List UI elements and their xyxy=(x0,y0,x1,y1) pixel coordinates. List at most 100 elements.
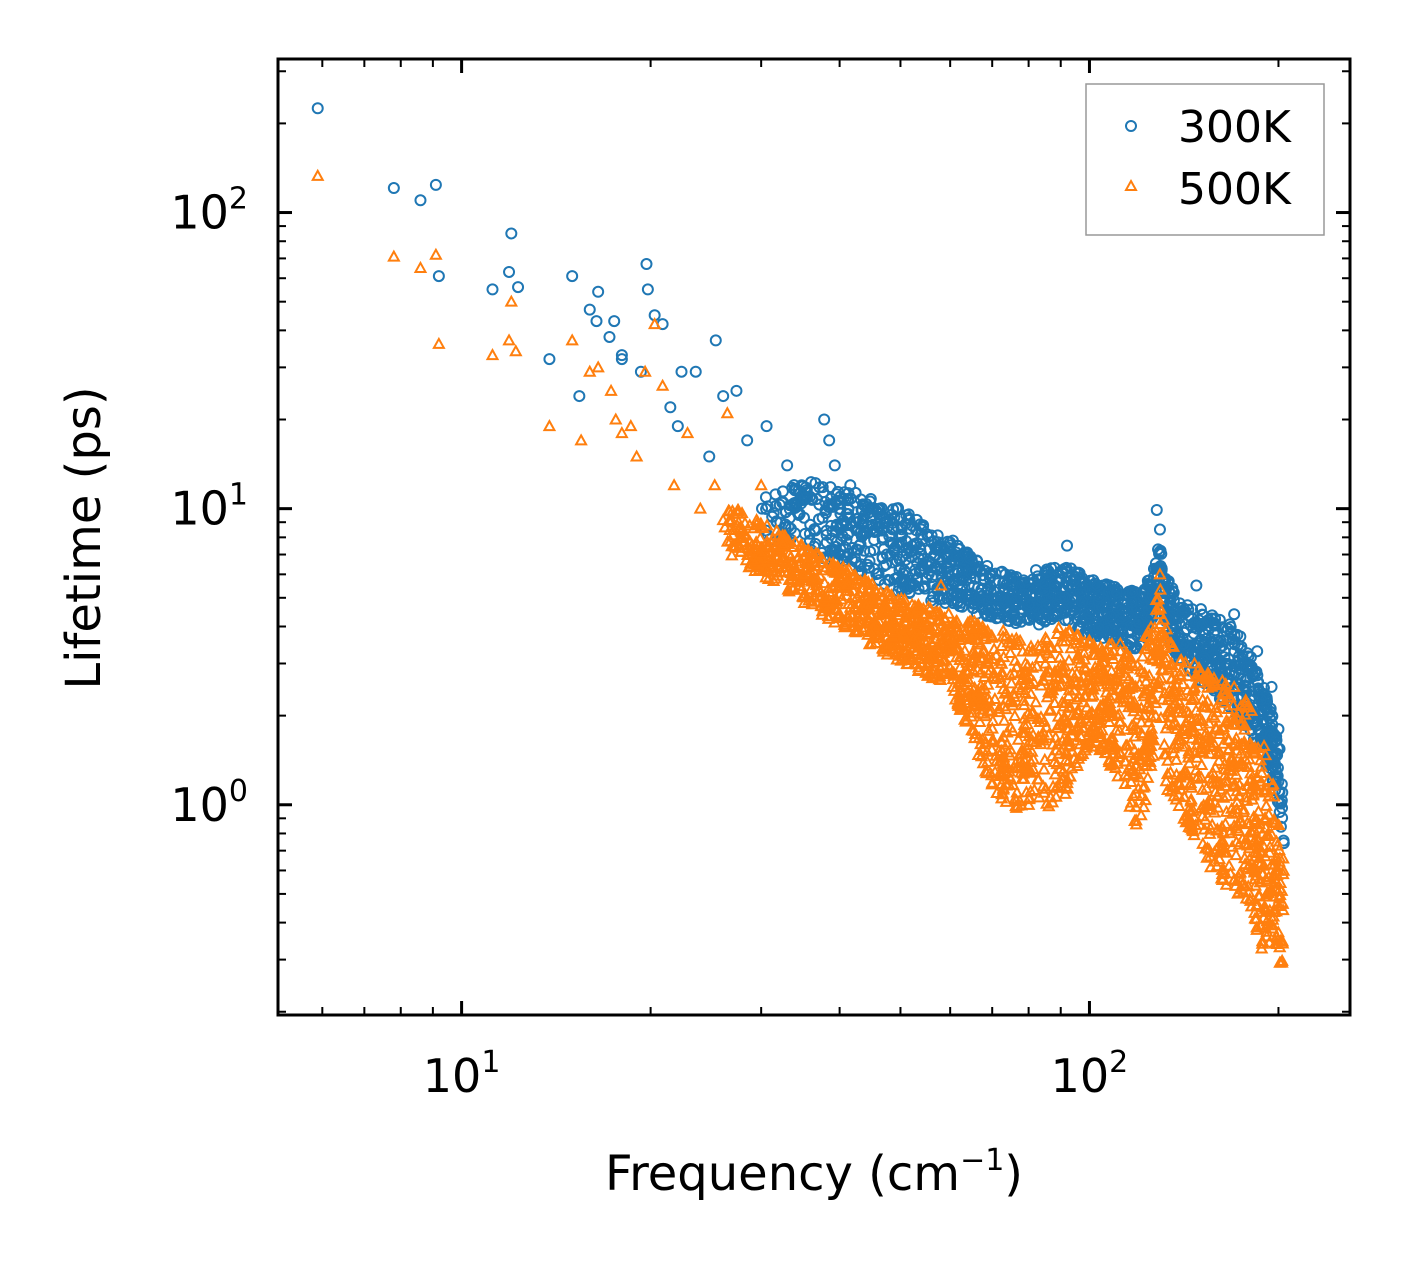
point-500K xyxy=(897,623,912,636)
point-500K xyxy=(1112,707,1127,720)
point-500K xyxy=(1144,710,1159,723)
point-300K xyxy=(1091,579,1104,592)
point-300K xyxy=(855,558,868,571)
point-500K xyxy=(936,624,951,637)
point-500K xyxy=(865,608,879,621)
point-500K xyxy=(1125,680,1139,693)
point-500K xyxy=(1143,702,1157,715)
point-500K xyxy=(1187,656,1202,669)
point-500K xyxy=(1126,700,1140,713)
point-500K xyxy=(1118,767,1132,780)
point-300K xyxy=(965,567,978,580)
point-300K xyxy=(810,492,823,505)
point-500K xyxy=(1208,854,1222,867)
point-300K xyxy=(994,589,1007,602)
point-500K xyxy=(1244,823,1258,836)
point-500K xyxy=(759,570,773,583)
point-500K xyxy=(1250,920,1264,933)
point-300K xyxy=(717,390,730,403)
point-500K xyxy=(949,613,964,627)
point-300K xyxy=(898,581,911,594)
point-500K xyxy=(1248,812,1262,825)
point-500K xyxy=(1218,768,1232,781)
point-500K xyxy=(1008,708,1022,721)
point-300K xyxy=(1149,557,1162,570)
point-500K xyxy=(485,348,500,361)
point-300K xyxy=(999,568,1012,581)
point-300K xyxy=(891,521,904,534)
point-500K xyxy=(842,596,856,609)
point-500K xyxy=(1194,757,1209,771)
point-300K xyxy=(962,594,975,607)
point-500K xyxy=(1097,710,1111,723)
point-500K xyxy=(941,606,956,619)
point-300K xyxy=(897,574,910,587)
point-500K xyxy=(708,478,722,491)
point-500K xyxy=(1225,839,1239,852)
point-500K xyxy=(1181,814,1195,827)
point-500K xyxy=(1219,877,1234,890)
point-500K xyxy=(1136,749,1150,762)
point-300K xyxy=(1147,562,1160,575)
point-300K xyxy=(1272,723,1285,736)
point-300K xyxy=(1220,634,1233,647)
point-300K xyxy=(1130,622,1143,635)
point-500K xyxy=(1246,788,1260,801)
point-500K xyxy=(909,646,923,659)
point-300K xyxy=(888,541,901,554)
point-500K xyxy=(953,684,967,697)
point-500K xyxy=(783,550,798,563)
point-500K xyxy=(1270,838,1284,851)
point-500K xyxy=(1169,752,1184,765)
point-500K xyxy=(1263,903,1277,916)
point-500K xyxy=(1178,766,1193,779)
point-500K xyxy=(1017,760,1032,773)
point-300K xyxy=(432,270,445,283)
point-300K xyxy=(1076,595,1089,608)
point-500K xyxy=(924,664,939,677)
point-500K xyxy=(311,168,325,181)
point-500K xyxy=(1197,742,1211,755)
point-500K xyxy=(1004,676,1019,689)
point-500K xyxy=(723,522,737,536)
point-500K xyxy=(924,622,939,635)
point-500K xyxy=(1111,666,1125,679)
point-500K xyxy=(723,534,738,547)
y-tick-label-exponent: 1 xyxy=(229,478,248,513)
point-500K xyxy=(946,679,960,692)
point-500K xyxy=(994,638,1009,652)
point-500K xyxy=(986,713,1000,727)
x-tick-label-base: 10 xyxy=(1051,1049,1110,1103)
point-500K xyxy=(1221,701,1235,715)
point-500K xyxy=(1053,761,1068,774)
point-500K xyxy=(1222,733,1236,746)
point-500K xyxy=(996,629,1010,642)
point-500K xyxy=(1119,738,1133,751)
point-500K xyxy=(1088,660,1102,673)
point-300K xyxy=(1041,566,1054,579)
point-500K xyxy=(1007,689,1021,702)
point-300K xyxy=(1176,601,1189,614)
point-300K xyxy=(1153,546,1166,559)
point-500K xyxy=(1262,935,1277,948)
point-300K xyxy=(900,547,913,560)
point-500K xyxy=(1055,634,1070,647)
point-300K xyxy=(608,315,621,328)
point-500K xyxy=(1192,712,1206,725)
point-300K xyxy=(1092,595,1105,608)
point-300K xyxy=(903,522,916,535)
point-300K xyxy=(1067,574,1080,587)
point-500K xyxy=(1219,845,1234,858)
point-300K xyxy=(951,565,964,578)
point-500K xyxy=(1225,806,1240,819)
point-500K xyxy=(1016,766,1030,779)
point-500K xyxy=(1134,715,1149,728)
point-500K xyxy=(843,613,858,626)
point-500K xyxy=(1043,703,1057,716)
point-500K xyxy=(991,705,1006,718)
point-500K xyxy=(1073,635,1087,649)
point-500K xyxy=(858,615,873,628)
point-500K xyxy=(1187,680,1202,693)
point-300K xyxy=(1083,607,1096,620)
point-500K xyxy=(867,597,882,610)
